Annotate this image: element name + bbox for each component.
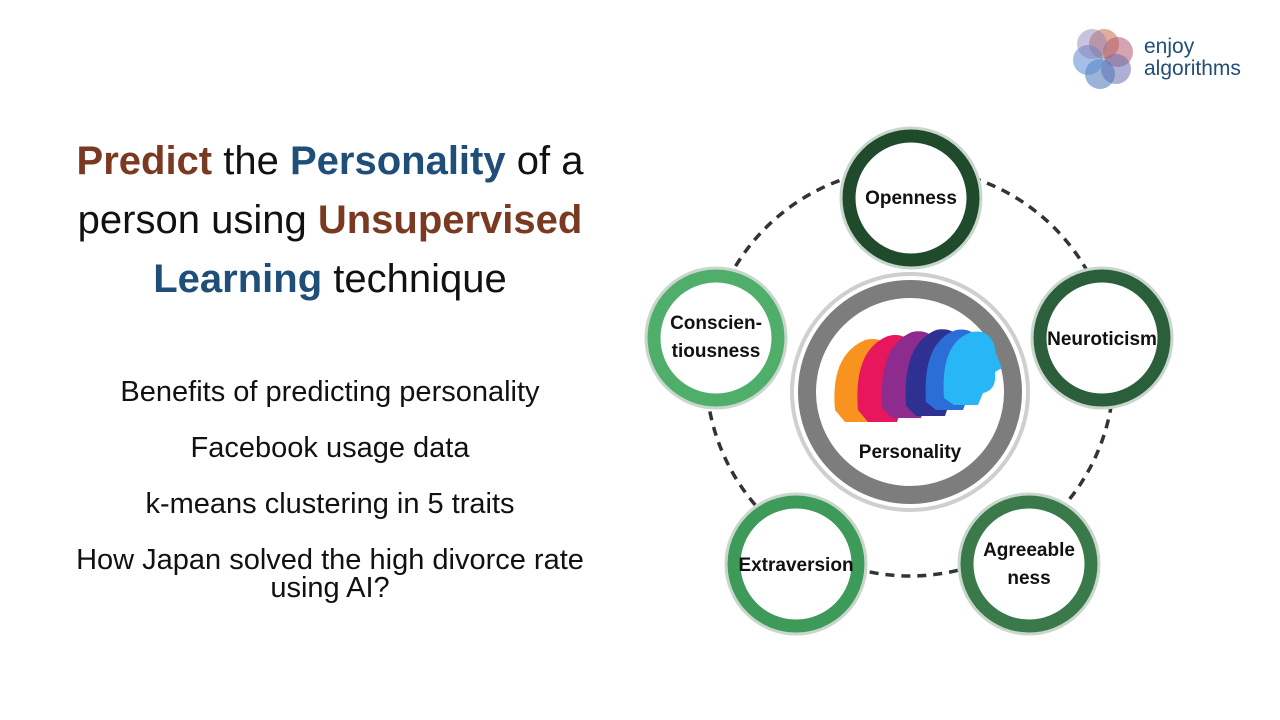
- topic-item: How Japan solved the high divorce rate u…: [76, 544, 584, 604]
- trait-node-openness[interactable]: Openness: [839, 126, 983, 270]
- trait-label-agreeableness-line2: ness: [1007, 568, 1050, 589]
- trait-label-neuroticism: Neuroticism: [1047, 329, 1157, 350]
- topic-item: Facebook usage data: [190, 432, 470, 464]
- trait-label-extraversion: Extraversion: [738, 555, 853, 576]
- trait-label-conscientiousness-line2: tiousness: [672, 341, 761, 362]
- title-word-technique: technique: [322, 257, 507, 301]
- trait-label-openness: Openness: [865, 188, 957, 209]
- logo-flower-icon: [1073, 29, 1133, 89]
- title-word-learning: Learning: [153, 257, 323, 301]
- brand-name: enjoy algorithms: [1144, 36, 1241, 80]
- heads-icon: [834, 329, 1002, 422]
- title-word-the: the: [212, 139, 290, 183]
- center-label: Personality: [859, 442, 962, 463]
- title-word-predict: Predict: [76, 139, 213, 183]
- trait-node-conscientiousness[interactable]: Conscien- tiousness: [644, 266, 788, 410]
- page-title: Predict the Personality of a person usin…: [40, 132, 620, 309]
- title-word-unsupervised: Unsupervised: [317, 198, 583, 242]
- topic-item: k-means clustering in 5 traits: [145, 488, 515, 520]
- topics-list: Benefits of predicting personality Faceb…: [40, 378, 620, 629]
- brand-line1: enjoy: [1144, 35, 1195, 58]
- topic-item: Benefits of predicting personality: [120, 376, 540, 408]
- trait-node-extraversion[interactable]: Extraversion: [724, 492, 868, 636]
- center-node-personality: Personality: [790, 272, 1030, 512]
- trait-node-agreeableness[interactable]: Agreeable ness: [957, 492, 1101, 636]
- title-word-personality: Personality: [289, 139, 506, 183]
- personality-traits-diagram: Personality Openness Neuroticism Agreeab…: [644, 126, 1174, 636]
- brand-logo[interactable]: enjoy algorithms: [1068, 22, 1268, 94]
- trait-node-neuroticism[interactable]: Neuroticism: [1030, 266, 1174, 410]
- brand-line2: algorithms: [1144, 57, 1241, 80]
- trait-label-conscientiousness-line1: Conscien-: [670, 313, 762, 334]
- title-phrase-of-a-person-using: of a person using: [77, 139, 584, 242]
- trait-label-agreeableness-line1: Agreeable: [983, 540, 1075, 561]
